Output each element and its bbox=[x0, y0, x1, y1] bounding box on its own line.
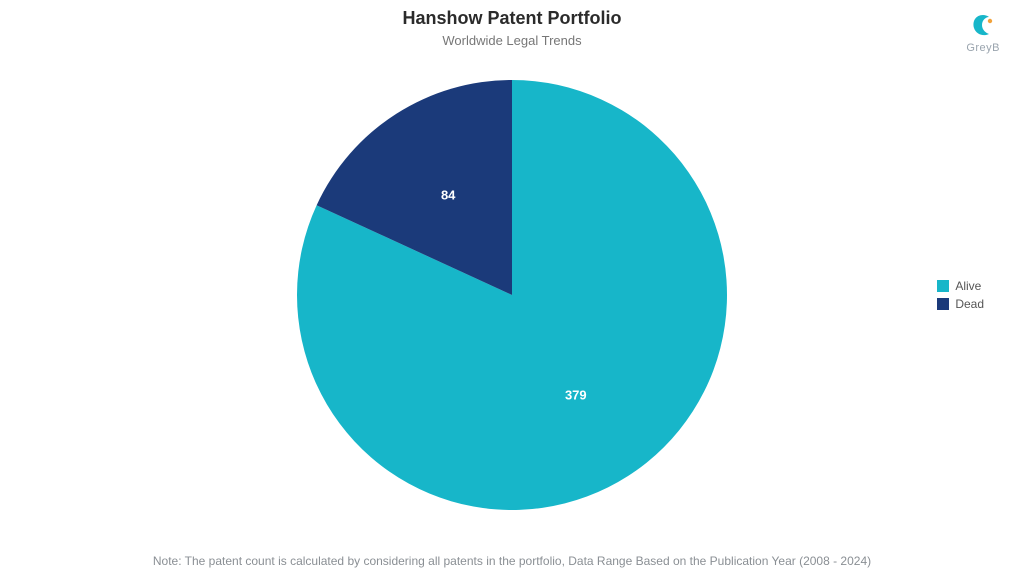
legend: Alive Dead bbox=[937, 275, 984, 315]
logo-icon bbox=[969, 12, 997, 40]
brand-logo: GreyB bbox=[966, 12, 1000, 54]
chart-title: Hanshow Patent Portfolio bbox=[0, 0, 1024, 29]
logo-text: GreyB bbox=[966, 42, 1000, 54]
pie-chart: 37984 AliveDead bbox=[0, 60, 1024, 530]
pie-svg bbox=[297, 80, 727, 510]
chart-subtitle: Worldwide Legal Trends bbox=[0, 33, 1024, 48]
legend-item-alive[interactable]: Alive bbox=[937, 279, 984, 293]
footnote: Note: The patent count is calculated by … bbox=[0, 554, 1024, 568]
legend-item-dead[interactable]: Dead bbox=[937, 297, 984, 311]
legend-swatch bbox=[937, 280, 949, 292]
legend-label: Alive bbox=[955, 279, 981, 293]
legend-swatch bbox=[937, 298, 949, 310]
legend-label: Dead bbox=[955, 297, 984, 311]
